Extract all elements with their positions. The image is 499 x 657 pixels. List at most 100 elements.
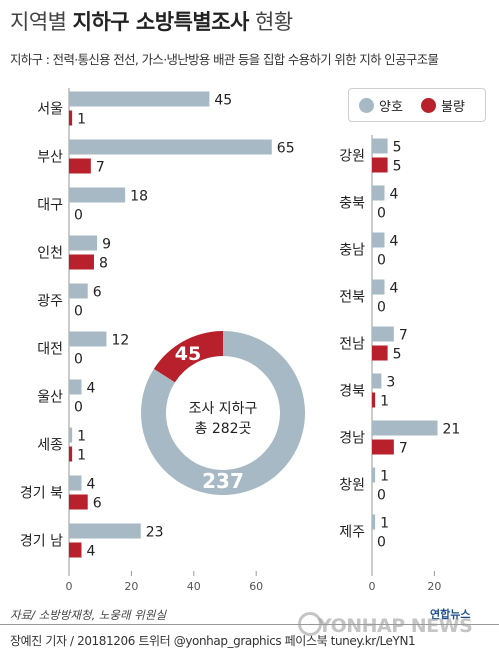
value-label-good: 1 [380, 516, 389, 532]
bar-good [69, 331, 107, 347]
bar-bad [69, 446, 73, 462]
category-label: 경북 [339, 384, 365, 400]
bar-good [69, 283, 88, 299]
title-part-2: 현황 [255, 10, 293, 34]
bar-good [69, 523, 141, 539]
value-label-bad: 7 [96, 160, 105, 176]
bar-bad [69, 254, 94, 270]
category-label: 인천 [37, 246, 63, 262]
value-label-good: 45 [214, 93, 232, 109]
title-part-1: 지역별 [10, 10, 67, 34]
category-label: 강원 [339, 149, 365, 165]
bar-good [69, 427, 73, 443]
bar-good [372, 138, 388, 154]
category-label: 세종 [37, 438, 63, 454]
value-label-bad: 0 [74, 304, 83, 320]
bar-good [69, 235, 98, 251]
subtitle: 지하구 : 전력·통신용 전선, 가스·냉난방용 배관 등을 집합 수용하기 위… [10, 52, 439, 67]
bar-bad [69, 158, 91, 174]
value-label-good: 6 [93, 285, 102, 301]
bar-good [69, 187, 126, 203]
legend-swatch-good [359, 98, 374, 113]
legend-item-bad: 불량 [421, 96, 465, 115]
legend-item-good: 양호 [359, 96, 403, 115]
watermark: YONHAP NEWS [318, 615, 473, 637]
value-label-good: 4 [389, 234, 398, 250]
donut-center-line-2: 총 282곳 [194, 421, 252, 437]
bar-bad [69, 542, 82, 558]
donut-value-bad: 45 [175, 343, 201, 365]
donut-slice-good [141, 331, 305, 495]
category-label: 창원 [339, 478, 365, 494]
category-label: 제주 [339, 525, 365, 541]
category-label: 대전 [37, 342, 63, 358]
value-label-good: 7 [399, 328, 408, 344]
bar-bad [372, 439, 394, 455]
category-label: 충남 [339, 243, 365, 259]
value-label-good: 4 [86, 381, 95, 397]
value-label-bad: 0 [377, 535, 386, 551]
value-label-good: 9 [102, 237, 111, 253]
value-label-bad: 4 [86, 544, 95, 560]
value-label-bad: 0 [377, 206, 386, 222]
value-label-good: 4 [389, 187, 398, 203]
category-label: 충북 [339, 196, 365, 212]
legend-swatch-bad [421, 98, 436, 113]
category-label: 경기 남 [20, 534, 63, 550]
value-label-bad: 8 [99, 256, 108, 272]
value-label-good: 1 [77, 429, 86, 445]
bar-good [69, 139, 272, 155]
value-label-good: 4 [86, 477, 95, 493]
value-label-good: 23 [146, 525, 164, 541]
bar-good [69, 475, 82, 491]
value-label-good: 65 [277, 141, 295, 157]
value-label-bad: 0 [377, 300, 386, 316]
value-label-bad: 6 [93, 496, 102, 512]
tick-label: 0 [66, 580, 73, 593]
legend-label-good: 양호 [379, 100, 403, 115]
value-label-good: 1 [380, 469, 389, 485]
value-label-good: 3 [386, 375, 395, 391]
value-label-bad: 7 [399, 441, 408, 457]
bar-good [372, 467, 376, 483]
category-label: 전북 [339, 290, 365, 306]
value-label-bad: 0 [74, 352, 83, 368]
tick-label: 60 [249, 580, 263, 593]
category-label: 경남 [339, 431, 365, 447]
donut-slice-bad [153, 331, 223, 383]
bar-good [69, 91, 210, 107]
bar-good [372, 232, 385, 248]
logo: 연합뉴스 [430, 608, 471, 621]
bar-good [372, 420, 438, 436]
category-label: 전남 [339, 337, 365, 353]
bar-good [372, 279, 385, 295]
value-label-bad: 1 [77, 112, 86, 128]
value-label-bad: 0 [74, 208, 83, 224]
bar-good [372, 373, 382, 389]
legend: 양호 불량 [348, 88, 486, 122]
bar-bad [69, 494, 88, 510]
category-label: 부산 [37, 150, 63, 166]
value-label-bad: 0 [377, 253, 386, 269]
tick-label: 20 [124, 580, 138, 593]
page-title: 지역별 지하구 소방특별조사 현황 [10, 6, 293, 36]
bar-bad [372, 345, 388, 361]
value-label-bad: 1 [380, 394, 389, 410]
bar-good [372, 326, 394, 342]
tick-label: 0 [369, 580, 376, 593]
bar-good [372, 514, 376, 530]
value-label-bad: 0 [74, 400, 83, 416]
bar-bad [69, 110, 73, 126]
credit-line: 장예진 기자 / 20181206 트위터 @yonhap_graphics 페… [10, 634, 416, 648]
category-label: 광주 [37, 294, 63, 310]
value-label-good: 18 [130, 189, 148, 205]
category-label: 경기 북 [20, 486, 63, 502]
bar-bad [372, 392, 376, 408]
category-label: 대구 [37, 198, 63, 214]
bar-good [372, 185, 385, 201]
donut-center-line-1: 조사 지하구 [188, 401, 258, 417]
legend-label-bad: 불량 [441, 100, 465, 115]
title-part-bold: 지하구 소방특별조사 [72, 10, 250, 34]
